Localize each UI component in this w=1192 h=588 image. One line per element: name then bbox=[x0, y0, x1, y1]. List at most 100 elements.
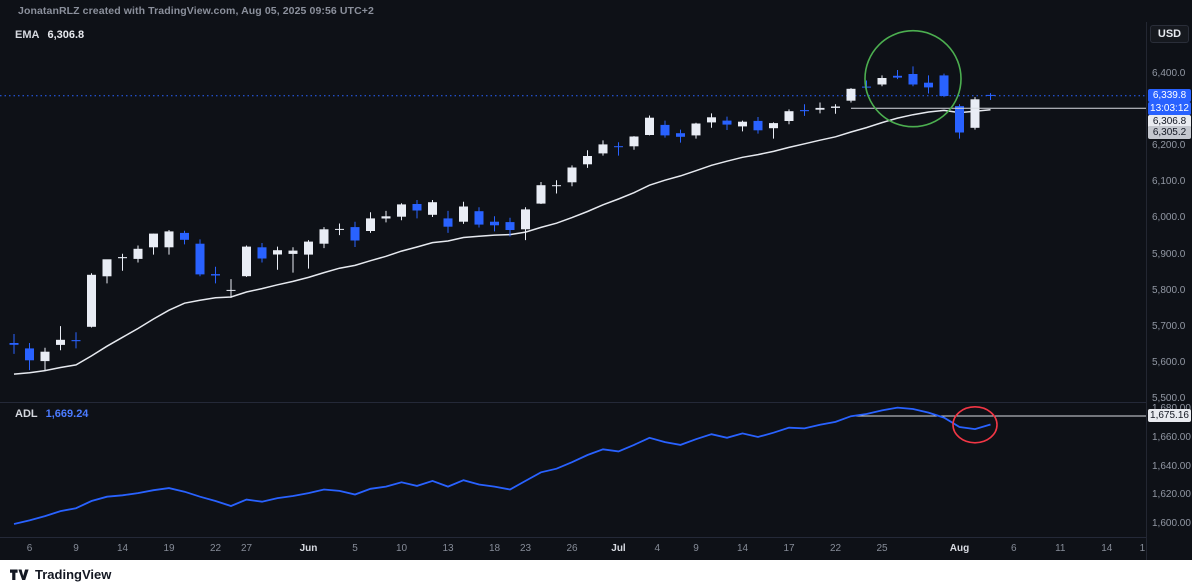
footer-bar: TradingView bbox=[0, 560, 1192, 588]
time-axis-label: 9 bbox=[693, 543, 699, 554]
candle-body bbox=[521, 209, 530, 230]
ema-line[interactable] bbox=[13, 108, 991, 375]
candle-body bbox=[288, 250, 298, 254]
axis-tick-label: 1,680.00 bbox=[1152, 403, 1191, 415]
candle-body bbox=[366, 218, 375, 231]
candle-body bbox=[381, 216, 391, 219]
time-axis-label: 11 bbox=[1055, 543, 1066, 554]
candle-body bbox=[614, 146, 623, 148]
adl-pane-legend[interactable]: ADL 1,669.24 bbox=[15, 408, 88, 420]
price-axis[interactable]: USD 6,400.0 6,200.0 6,100.0 6,000.0 5,900.0 5… bbox=[1146, 22, 1192, 560]
hline-value-badge: 6,305.2 bbox=[1148, 125, 1191, 139]
candle-body bbox=[707, 117, 716, 123]
axis-tick-label: 1,600.00 bbox=[1152, 518, 1191, 529]
candle-body bbox=[629, 136, 639, 147]
candle-body bbox=[753, 120, 763, 131]
time-axis-label: 23 bbox=[520, 543, 532, 554]
candle-body bbox=[118, 257, 127, 259]
candle-body bbox=[273, 250, 282, 255]
axis-tick-label: 5,800.0 bbox=[1152, 284, 1186, 296]
axis-tick-label: 1,640.00 bbox=[1152, 460, 1191, 472]
candle-body bbox=[319, 229, 329, 244]
axis-tick-label: 5,600.0 bbox=[1152, 356, 1186, 368]
time-axis-label: 18 bbox=[489, 543, 501, 554]
axis-tick-label: 6,400.0 bbox=[1152, 68, 1186, 79]
attribution-bar: JonatanRLZ created with TradingView.com,… bbox=[0, 0, 1192, 22]
adl-indicator-label[interactable]: ADL bbox=[15, 408, 38, 420]
candle-body bbox=[474, 211, 484, 225]
candle-body bbox=[986, 94, 995, 96]
candle-body bbox=[164, 231, 174, 248]
candle-body bbox=[939, 75, 949, 96]
candle-body bbox=[9, 343, 19, 345]
time-axis-label: Jun bbox=[300, 543, 318, 554]
time-axis-label: 14 bbox=[117, 543, 129, 554]
candle-body bbox=[428, 202, 437, 215]
candle-body bbox=[691, 123, 701, 136]
candle-body bbox=[195, 243, 205, 275]
candle-body bbox=[722, 120, 732, 125]
time-axis-label: 10 bbox=[396, 543, 408, 554]
time-axis-label: 17 bbox=[783, 543, 795, 554]
candle-body bbox=[505, 222, 515, 230]
time-axis-label: 4 bbox=[655, 543, 661, 554]
axis-tick-label: 6,100.0 bbox=[1152, 176, 1186, 188]
time-axis-label: Aug bbox=[950, 543, 969, 554]
candle-body bbox=[335, 228, 344, 230]
candle-body bbox=[970, 99, 980, 128]
green-circle-annotation[interactable] bbox=[864, 29, 962, 128]
chart-area[interactable]: 6 9 14 19 22 27 Jun 5 10 13 18 23 26 Jul 4 9 14 17 22 25 Aug… bbox=[0, 22, 1192, 560]
ema-indicator-label[interactable]: EMA bbox=[15, 29, 40, 41]
tradingview-brand-text[interactable]: TradingView bbox=[35, 566, 112, 582]
red-circle-annotation[interactable] bbox=[952, 405, 998, 444]
axis-tick-label: 5,700.0 bbox=[1152, 320, 1186, 332]
candle-body bbox=[784, 111, 794, 121]
candlestick-chart[interactable]: 6 9 14 19 22 27 Jun 5 10 13 18 23 26 Jul 4 9 14 17 22 25 Aug… bbox=[0, 22, 1146, 560]
axis-tick-label: 5,900.0 bbox=[1152, 248, 1186, 260]
candle-body bbox=[769, 123, 778, 129]
candle-body bbox=[149, 233, 158, 248]
candle-body bbox=[40, 351, 50, 362]
candle-body bbox=[660, 124, 670, 136]
main-pane-legend[interactable]: EMA 6,306.8 bbox=[15, 29, 84, 41]
candle-body bbox=[598, 144, 608, 154]
time-axis-label: 13 bbox=[442, 543, 454, 554]
candle-body bbox=[459, 206, 468, 222]
adl-line[interactable] bbox=[13, 406, 991, 525]
candle-body bbox=[133, 248, 143, 259]
time-axis-label: 6 bbox=[27, 543, 33, 554]
currency-badge[interactable]: USD bbox=[1150, 25, 1189, 43]
candle-body bbox=[738, 121, 747, 127]
candle-body bbox=[645, 117, 654, 135]
time-axis-label: 1 bbox=[1140, 543, 1146, 554]
candle-body bbox=[397, 204, 406, 217]
candle-body bbox=[846, 88, 856, 101]
candle-body bbox=[862, 86, 871, 88]
time-axis-label: 5 bbox=[352, 543, 358, 554]
candle-body bbox=[893, 75, 902, 78]
candle-body bbox=[242, 246, 251, 277]
attribution-text: JonatanRLZ created with TradingView.com,… bbox=[18, 5, 374, 17]
last-price-badge: 6,339.8 bbox=[1148, 88, 1191, 102]
candle-body bbox=[831, 106, 840, 108]
candle-body bbox=[924, 82, 933, 88]
tradingview-logo-icon[interactable] bbox=[10, 567, 29, 582]
axis-tick-label: 1,620.00 bbox=[1152, 489, 1191, 501]
candle-body bbox=[226, 289, 236, 291]
adl-indicator-value: 1,669.24 bbox=[45, 408, 89, 420]
time-axis-label: 26 bbox=[566, 543, 578, 554]
time-axis-label: 22 bbox=[830, 543, 842, 554]
candle-body bbox=[102, 259, 112, 277]
time-axis-label: 9 bbox=[73, 543, 79, 554]
candle-body bbox=[257, 247, 267, 259]
axis-tick-label: 5,500.0 bbox=[1152, 393, 1186, 404]
candle-body bbox=[443, 218, 453, 227]
time-axis-label: 19 bbox=[163, 543, 175, 554]
candle-body bbox=[412, 204, 422, 211]
time-axis-label: 14 bbox=[1101, 543, 1113, 554]
ema-indicator-value: 6,306.8 bbox=[47, 29, 85, 41]
candle-body bbox=[800, 110, 809, 112]
time-axis-label: 22 bbox=[210, 543, 222, 554]
candle-body bbox=[955, 106, 964, 133]
candle-body bbox=[583, 156, 592, 165]
